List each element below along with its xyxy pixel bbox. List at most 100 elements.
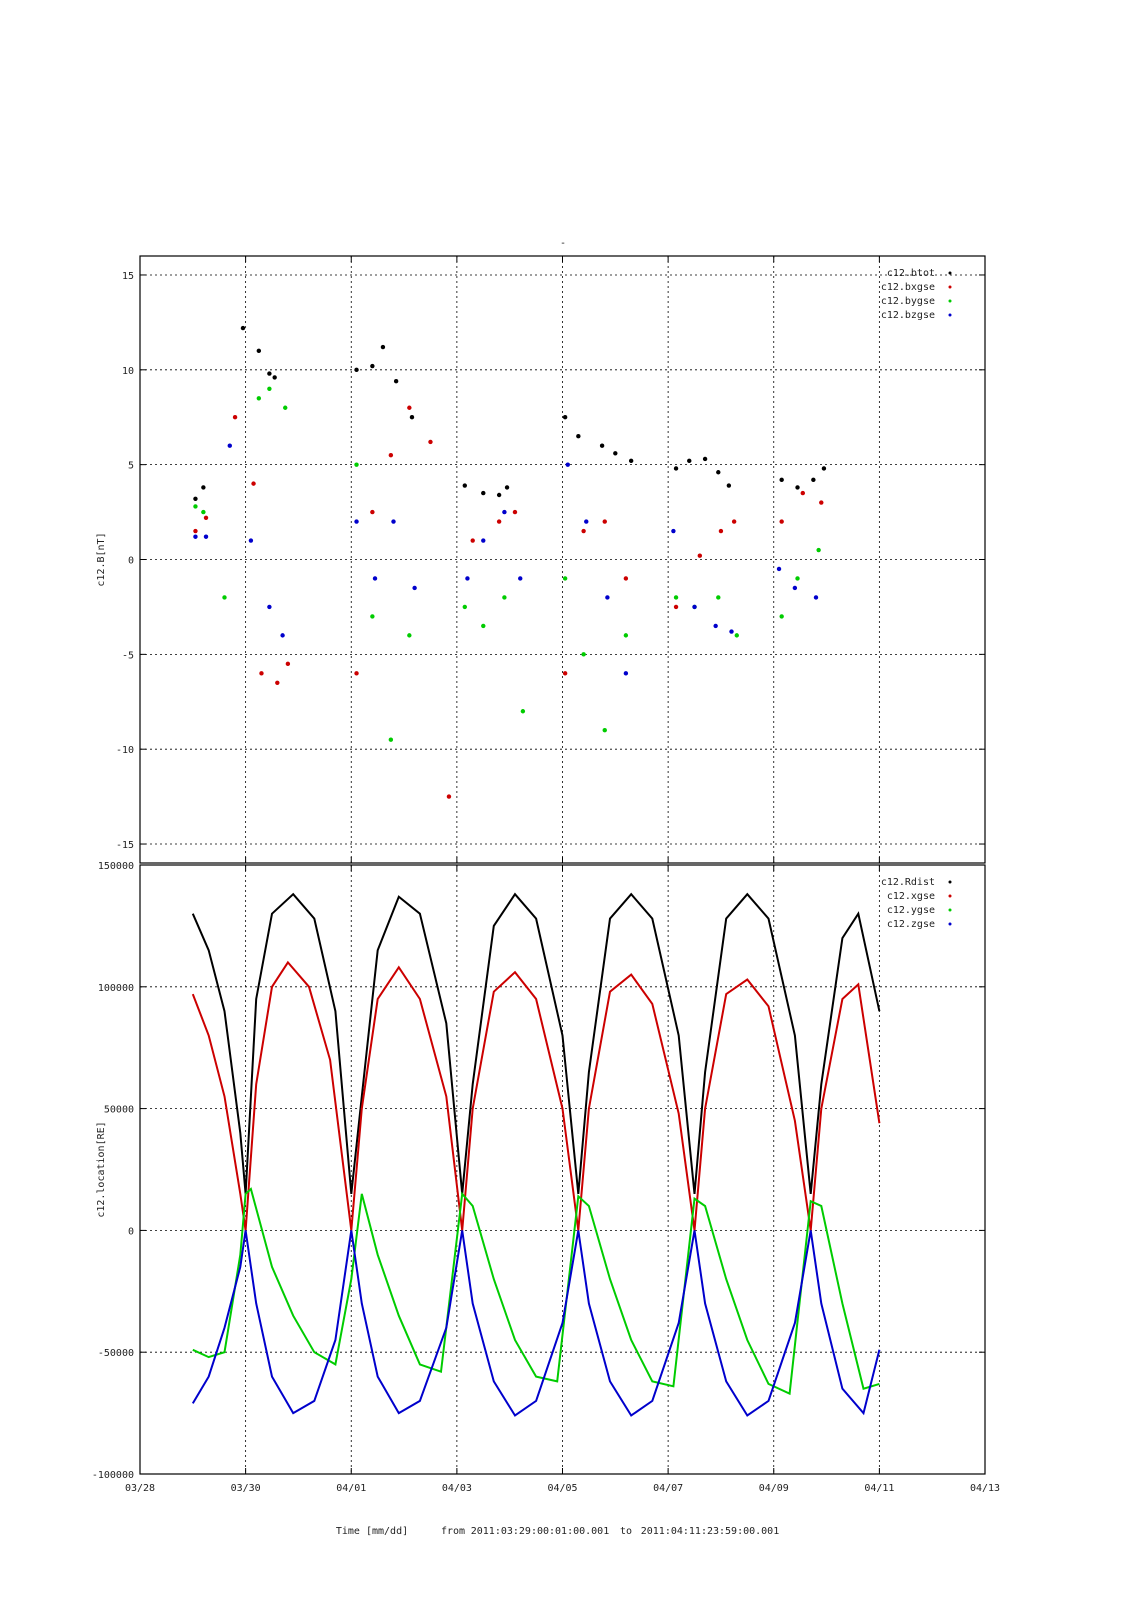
x-tick-label: 04/03 — [442, 1483, 472, 1494]
data-point-c12.bzgse — [713, 623, 718, 629]
data-point-c12.btot — [779, 477, 784, 483]
data-point-c12.bxgse — [673, 604, 679, 610]
data-point-c12.bzgse — [267, 604, 272, 610]
legend-marker — [948, 880, 952, 884]
legend-marker — [948, 922, 952, 926]
data-point-c12.btot — [380, 344, 386, 350]
data-point-c12.bygse — [779, 614, 784, 619]
data-point-c12.btot — [370, 363, 375, 369]
legend-marker — [948, 894, 952, 898]
y-tick-label: 0 — [128, 556, 134, 567]
data-point-c12.bzgse — [623, 671, 629, 676]
data-point-c12.bzgse — [605, 595, 610, 600]
series-line-c12.xgse — [191, 960, 881, 1231]
data-point-c12.bxgse — [718, 528, 724, 534]
time-from-value: 2011:03:29:00:01:00.001 — [471, 1526, 609, 1537]
data-point-c12.btot — [267, 371, 272, 376]
legend-marker — [948, 299, 952, 303]
y-tick-label: -50000 — [98, 1348, 134, 1359]
x-tick-label: 03/30 — [231, 1483, 261, 1494]
x-tick-label: 04/05 — [547, 1483, 577, 1494]
time-axis-label: Time [mm/dd] — [336, 1526, 408, 1537]
data-point-c12.bzgse — [692, 604, 697, 610]
data-point-c12.bygse — [581, 652, 586, 657]
data-point-c12.btot — [496, 492, 502, 498]
legend-label: c12.Rdist — [881, 877, 935, 888]
data-point-c12.bygse — [795, 576, 800, 581]
data-point-c12.bygse — [623, 633, 629, 638]
data-point-c12.bxgse — [407, 405, 412, 410]
data-point-c12.bygse — [283, 405, 288, 410]
data-point-c12.btot — [562, 415, 568, 420]
data-point-c12.bxgse — [388, 452, 394, 458]
data-point-c12.btot — [726, 483, 732, 488]
data-point-c12.bxgse — [428, 439, 433, 445]
y-tick-label: 15 — [122, 271, 134, 282]
data-point-c12.bxgse — [446, 794, 452, 799]
data-point-c12.bxgse — [800, 490, 805, 496]
data-point-c12.bygse — [816, 547, 821, 553]
data-point-c12.bygse — [716, 595, 721, 600]
data-point-c12.bxgse — [275, 680, 280, 685]
data-point-c12.btot — [256, 348, 262, 354]
data-point-c12.bxgse — [779, 519, 784, 524]
data-point-c12.btot — [687, 458, 692, 464]
data-point-c12.btot — [193, 496, 198, 501]
data-point-c12.bygse — [502, 595, 507, 600]
data-point-c12.bygse — [407, 633, 412, 638]
data-point-c12.bxgse — [623, 576, 629, 581]
legend-label: c12.xgse — [887, 891, 935, 902]
y-tick-label: 5 — [128, 461, 134, 472]
data-point-c12.btot — [811, 477, 816, 483]
data-point-c12.bzgse — [203, 534, 209, 539]
data-point-c12.bzgse — [584, 519, 589, 524]
data-point-c12.bzgse — [465, 576, 470, 581]
data-point-c12.bxgse — [232, 415, 238, 420]
y-tick-label: -5 — [122, 650, 134, 661]
data-point-c12.btot — [354, 367, 359, 373]
data-point-c12.bxgse — [285, 661, 291, 667]
data-point-c12.bzgse — [792, 585, 798, 591]
data-point-c12.bzgse — [372, 576, 378, 581]
data-point-c12.btot — [628, 458, 634, 464]
data-point-c12.btot — [240, 325, 246, 331]
data-point-c12.bxgse — [193, 528, 198, 534]
data-point-c12.bygse — [201, 509, 206, 515]
data-point-c12.bxgse — [251, 481, 256, 486]
series-line-c12.Rdist — [191, 892, 881, 1195]
legend-label: c12.bygse — [881, 296, 935, 307]
data-point-c12.bxgse — [602, 519, 607, 524]
data-point-c12.bzgse — [565, 462, 570, 467]
data-point-c12.bxgse — [354, 671, 359, 676]
y-tick-label: 10 — [122, 366, 134, 377]
legend-label: c12.bxgse — [881, 282, 935, 293]
legend-label: c12.bzgse — [881, 310, 935, 321]
data-point-c12.bzgse — [502, 509, 507, 515]
x-tick-label: 04/07 — [653, 1483, 683, 1494]
y-tick-label: -10 — [116, 745, 134, 756]
data-point-c12.bygse — [388, 737, 394, 742]
time-to-value: 2011:04:11:23:59:00.001 — [641, 1526, 779, 1537]
data-point-c12.bygse — [673, 595, 679, 600]
data-point-c12.btot — [393, 378, 399, 384]
data-point-c12.bygse — [520, 709, 526, 714]
data-point-c12.bzgse — [776, 566, 782, 572]
data-point-c12.bzgse — [813, 595, 819, 600]
data-point-c12.btot — [504, 485, 510, 490]
time-footer: Time [mm/dd] from 2011:03:29:00:01:00.00… — [336, 1526, 779, 1537]
data-point-c12.bzgse — [227, 443, 232, 448]
legend-marker — [948, 908, 952, 912]
magnetic-field-panel: 15 10 5 0 -5 -10 -15 c12.B[nT] c12.btot c12.bxgse… — [96, 255, 986, 864]
location-panel: 03/28 03/30 04/01 04/03 04/05 04/07 04/09 04/11… — [92, 861, 1000, 1494]
legend-marker — [948, 285, 952, 289]
data-point-c12.bzgse — [518, 576, 523, 581]
data-point-c12.btot — [795, 485, 800, 490]
data-point-c12.bygse — [734, 633, 739, 638]
data-point-c12.bxgse — [731, 519, 737, 524]
data-point-c12.bzgse — [248, 538, 254, 543]
data-point-c12.bxgse — [581, 528, 586, 534]
y-tick-label: 150000 — [98, 861, 134, 872]
data-point-c12.bxgse — [697, 553, 703, 558]
data-point-c12.bygse — [481, 623, 486, 629]
